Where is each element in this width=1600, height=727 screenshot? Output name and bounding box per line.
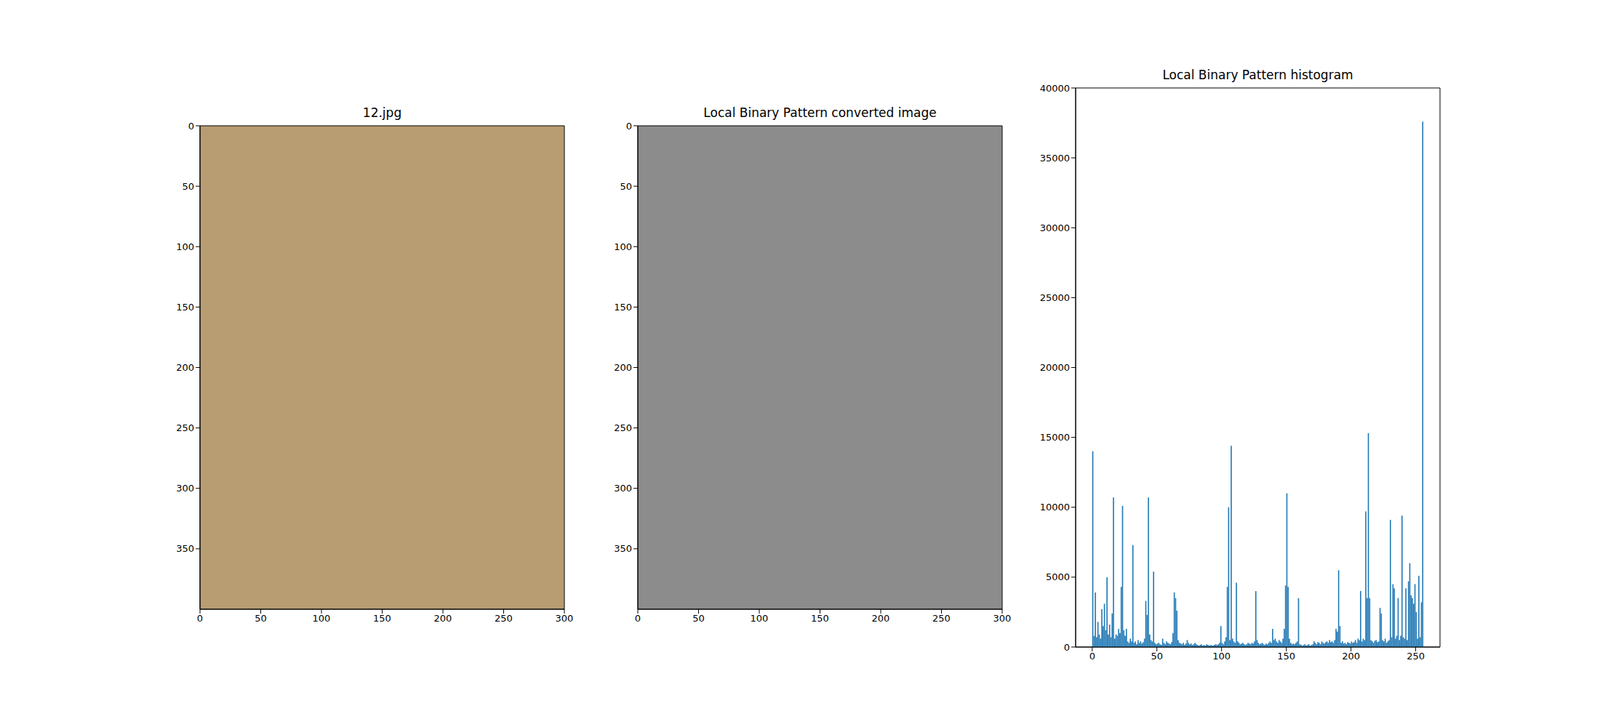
svg-text:15000: 15000 bbox=[1040, 432, 1070, 443]
svg-text:0: 0 bbox=[626, 120, 632, 132]
svg-text:50: 50 bbox=[181, 181, 195, 192]
svg-text:200: 200 bbox=[1341, 650, 1360, 662]
svg-text:100: 100 bbox=[176, 241, 195, 253]
svg-text:30000: 30000 bbox=[1040, 222, 1070, 234]
svg-text:150: 150 bbox=[373, 613, 392, 624]
svg-text:250: 250 bbox=[613, 422, 632, 434]
svg-text:150: 150 bbox=[613, 301, 632, 313]
svg-text:25000: 25000 bbox=[1040, 292, 1070, 304]
svg-text:150: 150 bbox=[1277, 650, 1296, 662]
svg-text:0: 0 bbox=[1089, 650, 1096, 662]
svg-text:0: 0 bbox=[1064, 642, 1070, 654]
svg-text:50: 50 bbox=[1150, 650, 1163, 662]
svg-text:300: 300 bbox=[176, 482, 195, 494]
svg-text:350: 350 bbox=[176, 543, 195, 555]
html-text:Local Binary Pattern converted: Local Binary Pattern converted image bbox=[703, 105, 937, 120]
svg-text:100: 100 bbox=[1212, 650, 1231, 662]
svg-text:40000: 40000 bbox=[1040, 82, 1070, 94]
svg-text:0: 0 bbox=[188, 120, 195, 132]
svg-text:0: 0 bbox=[634, 613, 641, 624]
svg-text:350: 350 bbox=[613, 543, 632, 555]
svg-text:250: 250 bbox=[494, 613, 513, 624]
svg-text:35000: 35000 bbox=[1040, 152, 1070, 164]
svg-text:150: 150 bbox=[810, 613, 830, 624]
svg-text:50: 50 bbox=[619, 181, 632, 192]
svg-text:150: 150 bbox=[176, 301, 195, 313]
svg-text:200: 200 bbox=[176, 362, 195, 374]
svg-text:100: 100 bbox=[312, 613, 331, 624]
svg-text:50: 50 bbox=[254, 613, 267, 624]
svg-text:300: 300 bbox=[993, 613, 1012, 624]
svg-text:300: 300 bbox=[555, 613, 574, 624]
svg-text:200: 200 bbox=[872, 613, 891, 624]
svg-text:100: 100 bbox=[613, 241, 632, 253]
svg-text:50: 50 bbox=[692, 613, 705, 624]
html-text:12.jpg: 12.jpg bbox=[362, 105, 402, 120]
svg-text:250: 250 bbox=[932, 613, 951, 624]
svg-text:10000: 10000 bbox=[1040, 501, 1070, 513]
svg-text:250: 250 bbox=[1406, 650, 1425, 662]
svg-text:20000: 20000 bbox=[1040, 362, 1070, 374]
html-text:Local Binary Pattern histogram: Local Binary Pattern histogram bbox=[1162, 67, 1354, 83]
svg-text:100: 100 bbox=[750, 613, 769, 624]
svg-text:200: 200 bbox=[434, 613, 453, 624]
svg-text:5000: 5000 bbox=[1045, 571, 1070, 583]
svg-text:250: 250 bbox=[176, 422, 195, 434]
svg-text:0: 0 bbox=[197, 613, 203, 624]
svg-text:300: 300 bbox=[613, 482, 632, 494]
svg-text:200: 200 bbox=[613, 362, 632, 374]
